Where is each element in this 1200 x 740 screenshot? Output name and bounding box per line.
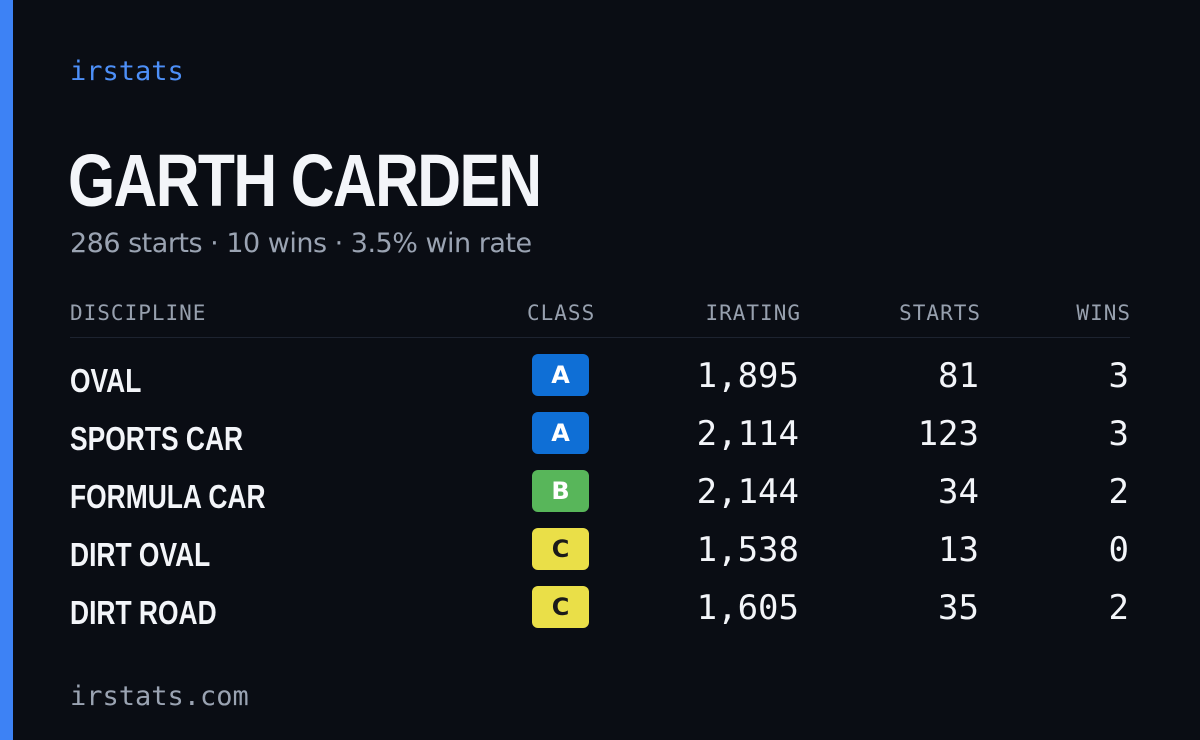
starts-value: 35 [938,588,979,628]
wins-value: 3 [1108,414,1129,454]
discipline-name: DIRT ROAD [70,594,217,631]
table-row: FORMULA CAR B 2,144 34 2 [0,470,1200,528]
discipline-name: FORMULA CAR [70,478,266,515]
table-row: OVAL A 1,895 81 3 [0,354,1200,412]
wins-value: 2 [1108,588,1129,628]
irating-value: 1,605 [696,588,799,628]
wins-value: 0 [1108,530,1129,570]
starts-value: 13 [938,530,979,570]
table-row: DIRT OVAL C 1,538 13 0 [0,528,1200,586]
table-row: DIRT ROAD C 1,605 35 2 [0,586,1200,644]
driver-name: GARTH CARDEN [68,139,542,222]
driver-summary: 286 starts · 10 wins · 3.5% win rate [70,228,532,259]
irating-value: 2,114 [696,414,799,454]
discipline-name: OVAL [70,362,142,399]
irating-value: 2,144 [696,472,799,512]
starts-value: 123 [917,414,979,454]
header-wins: WINS [1076,301,1131,325]
header-divider [70,337,1130,338]
class-badge: C [532,528,589,570]
starts-value: 34 [938,472,979,512]
class-badge: B [532,470,589,512]
accent-bar [0,0,13,740]
wins-value: 2 [1108,472,1129,512]
header-irating: IRATING [705,301,801,325]
header-class: CLASS [527,301,596,325]
irating-value: 1,895 [696,356,799,396]
table-row: SPORTS CAR A 2,114 123 3 [0,412,1200,470]
wins-value: 3 [1108,356,1129,396]
footer-url: irstats.com [70,681,249,712]
starts-value: 81 [938,356,979,396]
brand-logo: irstats [70,56,184,87]
class-badge: A [532,412,589,454]
header-starts: STARTS [899,301,981,325]
header-discipline: DISCIPLINE [70,301,207,325]
discipline-name: DIRT OVAL [70,536,211,573]
discipline-name: SPORTS CAR [70,420,244,457]
class-badge: C [532,586,589,628]
class-badge: A [532,354,589,396]
irating-value: 1,538 [696,530,799,570]
